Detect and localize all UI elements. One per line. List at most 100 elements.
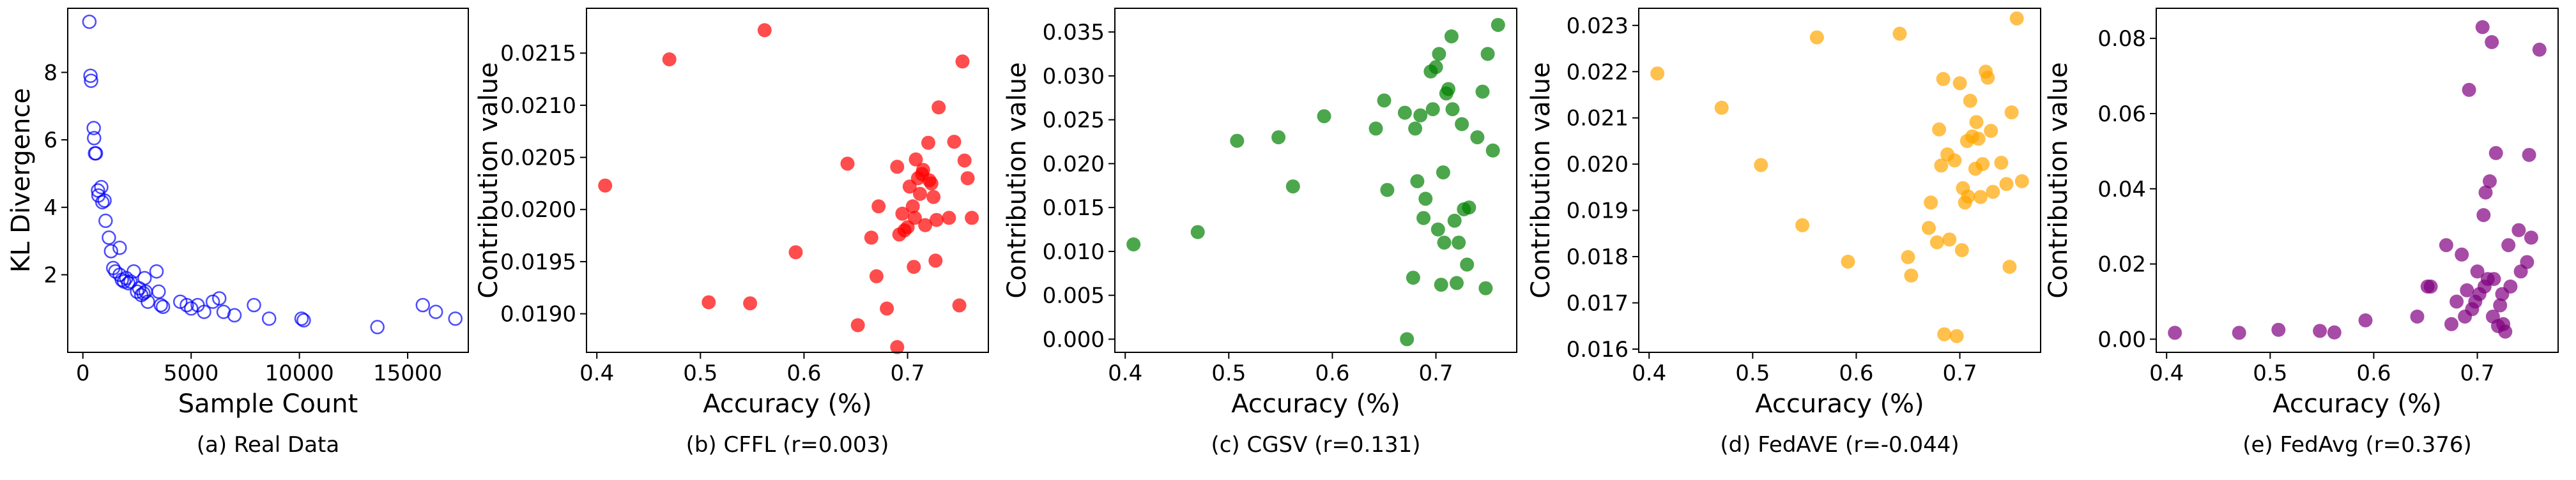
data-point bbox=[2498, 324, 2513, 339]
y-tick-label: 0.023 bbox=[1567, 13, 1629, 39]
data-point bbox=[2450, 294, 2464, 309]
data-point bbox=[2168, 326, 2182, 340]
x-tick-label: 0.5 bbox=[1735, 361, 1770, 386]
data-point bbox=[1377, 93, 1392, 108]
data-point bbox=[1795, 218, 1810, 232]
data-point bbox=[2478, 185, 2493, 200]
data-point bbox=[102, 230, 116, 245]
data-point bbox=[1986, 184, 2000, 199]
data-point bbox=[1190, 225, 1205, 239]
data-point bbox=[929, 213, 944, 227]
data-point bbox=[2002, 260, 2017, 274]
data-point bbox=[247, 297, 261, 313]
data-point bbox=[2455, 247, 2469, 262]
plot-frame bbox=[1114, 8, 1517, 353]
plot-frame bbox=[67, 8, 469, 353]
data-point bbox=[1470, 130, 1485, 145]
x-tick-label: 5000 bbox=[164, 361, 219, 386]
data-point bbox=[1400, 332, 1414, 347]
data-point bbox=[88, 146, 103, 161]
data-point bbox=[2313, 324, 2327, 338]
x-tick-label: 0.5 bbox=[683, 361, 717, 386]
data-point bbox=[1961, 189, 1975, 204]
data-point bbox=[448, 311, 463, 326]
data-point bbox=[864, 230, 878, 245]
data-point bbox=[2501, 238, 2516, 253]
data-point bbox=[840, 156, 855, 171]
data-point bbox=[662, 52, 677, 66]
data-point bbox=[2470, 264, 2485, 279]
y-tick-label: 0.022 bbox=[1567, 59, 1629, 85]
y-tick-label: 0.0195 bbox=[500, 250, 576, 275]
data-point bbox=[1410, 174, 1425, 188]
data-point bbox=[1952, 76, 1967, 91]
y-tick-label: 0.018 bbox=[1567, 244, 1629, 270]
y-tick-label: 0.000 bbox=[1043, 327, 1105, 352]
data-point bbox=[926, 190, 941, 204]
data-point bbox=[1491, 18, 1505, 33]
data-point bbox=[1230, 133, 1245, 148]
data-point bbox=[2476, 208, 2491, 222]
data-point bbox=[1455, 117, 1469, 131]
data-point bbox=[1436, 165, 1450, 180]
subfigure-caption: (e) FedAvg (r=0.376) bbox=[2242, 432, 2472, 458]
data-point bbox=[82, 14, 97, 29]
data-point bbox=[1892, 26, 1907, 41]
data-point bbox=[1460, 257, 1475, 272]
x-tick-label: 0.4 bbox=[579, 361, 614, 386]
data-point bbox=[136, 286, 151, 301]
x-tick-label: 0.4 bbox=[1108, 361, 1142, 386]
scatter-points bbox=[2168, 20, 2547, 340]
x-axis-label: Accuracy (%) bbox=[703, 389, 872, 419]
data-point bbox=[155, 299, 171, 314]
data-point bbox=[2410, 310, 2425, 324]
subfigure-caption: (b) CFFL (r=0.003) bbox=[686, 432, 889, 458]
data-point bbox=[137, 271, 152, 285]
y-tick-label: 0.0200 bbox=[500, 197, 576, 223]
data-point bbox=[907, 211, 922, 225]
data-point bbox=[1432, 47, 1446, 61]
data-point bbox=[103, 244, 119, 259]
data-point bbox=[1981, 70, 1995, 85]
y-tick-label: 0.030 bbox=[1043, 64, 1105, 89]
data-point bbox=[2014, 174, 2029, 188]
data-point bbox=[428, 304, 443, 319]
scatter-points bbox=[598, 23, 979, 354]
data-point bbox=[928, 253, 943, 268]
data-point bbox=[598, 178, 613, 193]
y-tick-label: 0.010 bbox=[1043, 239, 1105, 265]
x-axis-label: Accuracy (%) bbox=[1231, 389, 1400, 419]
data-point bbox=[1450, 276, 1464, 290]
data-point bbox=[952, 298, 967, 313]
y-tick-label: 0.020 bbox=[1567, 152, 1629, 177]
data-point bbox=[890, 340, 905, 354]
data-point bbox=[1271, 130, 1286, 145]
scatter-points bbox=[1650, 11, 2029, 343]
x-tick-label: 0.6 bbox=[786, 361, 821, 386]
data-point bbox=[880, 301, 894, 316]
data-point bbox=[1949, 329, 1964, 343]
data-point bbox=[83, 68, 98, 83]
data-point bbox=[2483, 174, 2497, 188]
x-tick-label: 0.7 bbox=[1943, 361, 1977, 386]
y-tick-label: 0.04 bbox=[2097, 177, 2146, 202]
data-point bbox=[2520, 255, 2534, 269]
data-point bbox=[1475, 84, 1490, 99]
plot-frame bbox=[586, 8, 989, 353]
data-point bbox=[1380, 183, 1395, 197]
data-point bbox=[871, 199, 886, 214]
data-point bbox=[180, 297, 194, 313]
data-point bbox=[1416, 211, 1431, 225]
y-tick-label: 0.005 bbox=[1043, 283, 1105, 309]
y-tick-label: 0.00 bbox=[2097, 327, 2146, 352]
data-point bbox=[1971, 131, 1986, 146]
data-point bbox=[788, 245, 803, 260]
data-point bbox=[1413, 108, 1428, 123]
x-axis-label: Accuracy (%) bbox=[2273, 389, 2442, 419]
data-point bbox=[947, 135, 962, 149]
data-point bbox=[743, 296, 758, 311]
y-tick-label: 0.0205 bbox=[500, 146, 576, 171]
data-point bbox=[2232, 326, 2246, 340]
x-axis-label: Sample Count bbox=[178, 389, 358, 419]
